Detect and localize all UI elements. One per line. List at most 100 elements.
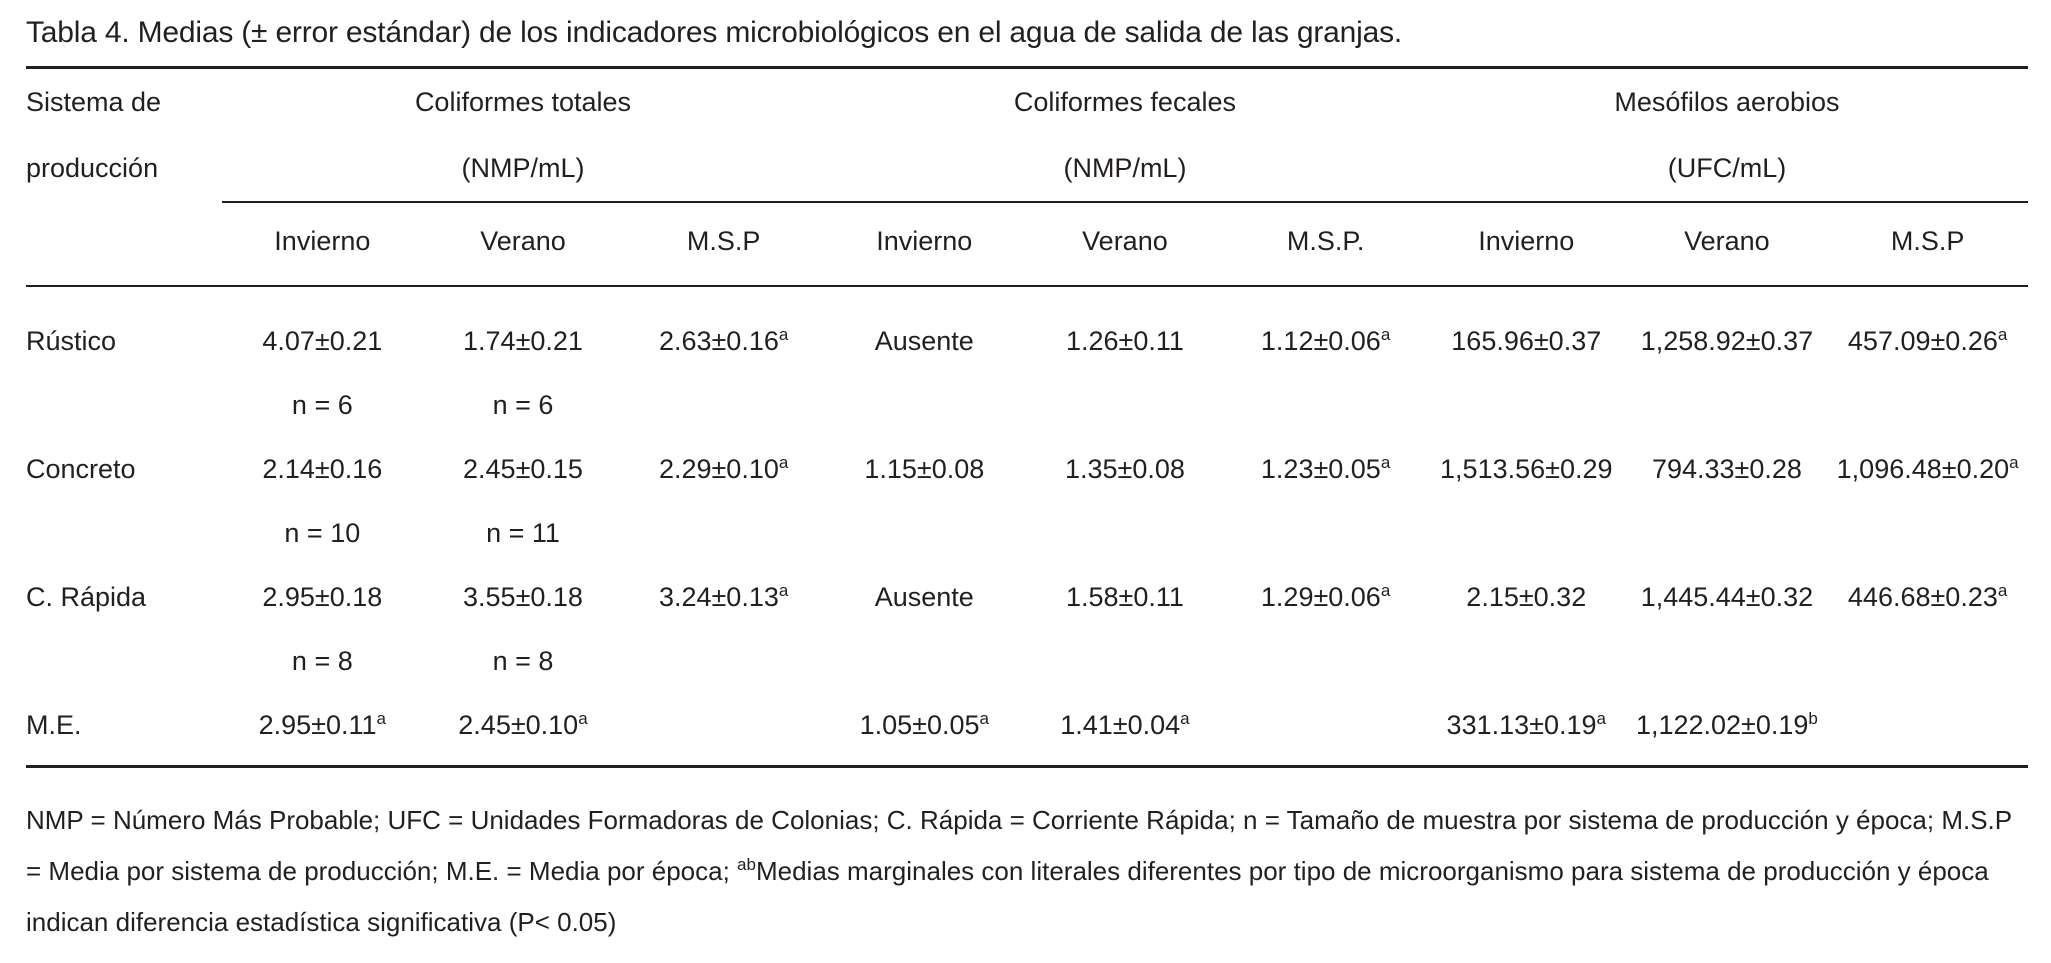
data-row: Rústico 4.07±0.21 1.74±0.21 2.63±0.16a Ausen…	[26, 286, 2028, 373]
sample-size: n = 10	[284, 517, 361, 548]
cell: 3.24±0.13a	[623, 565, 824, 629]
cell-value: 2.95±0.11	[258, 709, 377, 740]
sample-size: n = 8	[291, 645, 353, 676]
cell: 446.68±0.23a	[1827, 565, 2028, 629]
table-title: Tabla 4. Medias (± error estándar) de lo…	[26, 16, 1403, 49]
cell-value: 2.45±0.10	[458, 709, 579, 740]
group-header: Coliformes totales	[222, 66, 824, 135]
empty-cell	[26, 501, 222, 565]
cell: 165.96±0.37	[1451, 325, 1602, 356]
sub-header: M.S.P	[623, 202, 824, 287]
row-label: Rústico	[26, 325, 117, 356]
sub-header: Invierno	[823, 202, 1025, 287]
group-unit: (NMP/mL)	[823, 135, 1426, 203]
cell: 1.74±0.21	[463, 325, 583, 356]
sample-size-row: n = 10 n = 11	[26, 501, 2028, 565]
empty-cell	[1025, 501, 1226, 565]
empty-cell	[824, 629, 1025, 693]
cell	[1225, 693, 1426, 768]
sample-size: n = 6	[291, 389, 353, 420]
cell: 1.58±0.11	[1065, 581, 1184, 612]
cell-value: 1.12±0.06	[1260, 325, 1381, 356]
cell-value: 446.68±0.23	[1847, 581, 1998, 612]
cell: 457.09±0.26a	[1827, 286, 2028, 373]
cell: 2.14±0.16	[262, 453, 383, 484]
cell: 1,258.92±0.37	[1640, 325, 1814, 356]
superscript: a	[1997, 580, 2008, 600]
footnote-superscript: ab	[737, 855, 756, 874]
empty-cell	[1627, 501, 1828, 565]
superscript: a	[376, 708, 387, 728]
cell-value: 1,096.48±0.20	[1836, 453, 2010, 484]
superscript: a	[1180, 708, 1190, 728]
empty-cell	[623, 501, 824, 565]
empty-cell	[26, 373, 222, 437]
empty-cell	[1426, 501, 1627, 565]
footnote: NMP = Número Más Probable; UFC = Unidade…	[26, 795, 2026, 948]
empty-cell	[623, 373, 824, 437]
row-header: Sistema de	[26, 66, 222, 135]
superscript: a	[1380, 324, 1391, 344]
cell: Ausente	[874, 581, 974, 612]
empty-cell	[1627, 629, 1828, 693]
cell: 4.07±0.21	[262, 325, 383, 356]
sub-header: M.S.P.	[1225, 202, 1426, 287]
data-row: C. Rápida 2.95±0.18 3.55±0.18 3.24±0.13a Aus…	[26, 565, 2028, 629]
empty-cell	[1225, 629, 1426, 693]
empty-cell	[1827, 629, 2028, 693]
superscript: a	[2009, 452, 2019, 472]
cell: 2.29±0.10a	[623, 437, 824, 501]
empty-cell	[824, 373, 1025, 437]
header-row: Sistema de Coliformes totales Coliformes f…	[26, 66, 2028, 135]
cell-value: 3.24±0.13	[658, 581, 779, 612]
sub-header: Verano	[1024, 202, 1226, 287]
empty-cell	[1025, 629, 1226, 693]
empty-cell	[623, 629, 824, 693]
superscript: a	[1596, 708, 1606, 728]
cell	[623, 693, 824, 768]
cell	[1827, 693, 2028, 768]
cell: 1.29±0.06a	[1225, 565, 1426, 629]
cell: 2.45±0.10a	[422, 693, 624, 768]
cell: 1,122.02±0.19b	[1626, 693, 1828, 768]
sample-size: n = 8	[492, 645, 554, 676]
header-row: producción (NMP/mL) (NMP/mL) (UFC/mL)	[26, 135, 2028, 203]
empty-cell	[1225, 373, 1426, 437]
cell: 1.41±0.04a	[1024, 693, 1226, 768]
cell: 1.15±0.08	[864, 453, 985, 484]
cell: 2.95±0.11a	[222, 693, 423, 768]
cell: 2.95±0.18	[262, 581, 383, 612]
row-label: Concreto	[26, 453, 136, 484]
superscript: a	[979, 708, 989, 728]
group-unit: (UFC/mL)	[1425, 135, 2028, 203]
table-head: Sistema de Coliformes totales Coliformes f…	[26, 66, 2028, 287]
cell: 2.15±0.32	[1466, 581, 1587, 612]
cell: 2.63±0.16a	[623, 286, 824, 373]
group-unit: (NMP/mL)	[222, 135, 824, 203]
empty-cell	[1627, 373, 1828, 437]
sub-header: Verano	[422, 202, 624, 287]
cell: 1,096.48±0.20a	[1827, 437, 2028, 501]
cell-value: 2.29±0.10	[658, 453, 779, 484]
sub-header: Verano	[1626, 202, 1828, 287]
cell: 1.26±0.11	[1065, 325, 1184, 356]
cell: 3.55±0.18	[463, 581, 583, 612]
footnote-text: Medias marginales con literales diferent…	[26, 856, 1989, 937]
superscript: a	[1380, 580, 1391, 600]
empty-cell	[824, 501, 1025, 565]
empty-cell	[1426, 373, 1627, 437]
sample-size: n = 11	[486, 517, 560, 548]
empty-cell	[1025, 373, 1226, 437]
cell-value: 1.23±0.05	[1260, 453, 1381, 484]
empty-cell	[1827, 501, 2028, 565]
superscript: a	[578, 708, 588, 728]
superscript: a	[778, 452, 789, 472]
empty-cell	[1225, 501, 1426, 565]
data-table: Sistema de Coliformes totales Coliformes f…	[26, 66, 2028, 768]
cell: 794.33±0.28	[1651, 453, 1802, 484]
cell-value: 1,122.02±0.19	[1635, 709, 1809, 740]
header-row: Invierno Verano M.S.P Invierno Verano M.S.P. I…	[26, 202, 2028, 287]
cell-value: 457.09±0.26	[1847, 325, 1998, 356]
empty-cell	[1827, 373, 2028, 437]
